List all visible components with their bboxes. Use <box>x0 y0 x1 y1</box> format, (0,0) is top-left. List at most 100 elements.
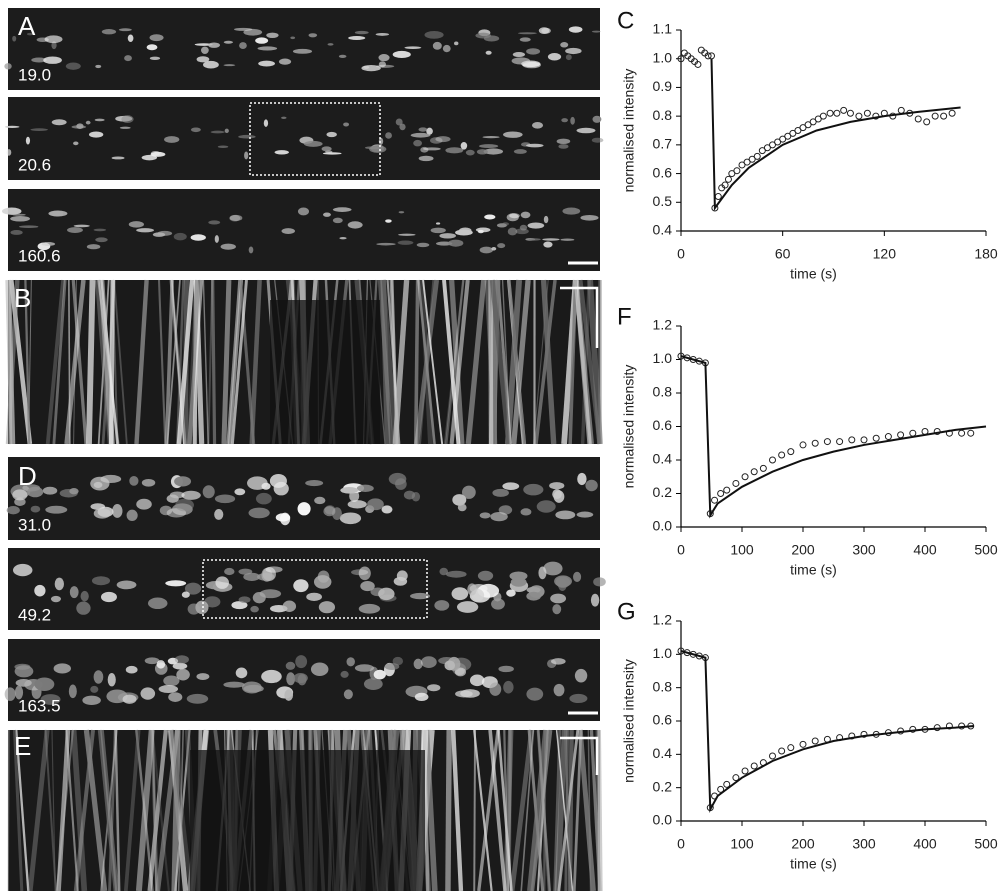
data-point <box>769 752 776 760</box>
texture <box>214 494 236 504</box>
data-point <box>741 473 749 481</box>
texture <box>40 694 61 705</box>
texture <box>176 279 185 445</box>
y-tick-label: 0.0 <box>653 518 673 534</box>
texture <box>230 279 248 445</box>
texture <box>93 228 107 232</box>
texture <box>477 570 494 581</box>
texture <box>547 52 562 61</box>
texture <box>485 50 492 55</box>
texture <box>423 729 430 891</box>
texture <box>127 34 134 43</box>
texture <box>378 587 395 601</box>
texture <box>398 211 405 214</box>
texture <box>490 511 508 522</box>
texture <box>113 279 128 445</box>
texture <box>125 665 138 674</box>
texture <box>482 136 500 139</box>
texture <box>266 32 279 38</box>
texture <box>378 61 386 68</box>
texture <box>456 601 479 613</box>
texture <box>14 685 24 700</box>
texture <box>50 595 61 603</box>
texture <box>171 729 181 891</box>
texture <box>10 215 30 222</box>
texture <box>414 692 429 702</box>
data-point <box>923 118 931 126</box>
texture <box>534 279 557 445</box>
texture <box>93 670 104 684</box>
texture <box>568 26 583 33</box>
data-point <box>748 155 756 163</box>
data-point <box>897 431 905 439</box>
texture <box>558 144 569 149</box>
texture <box>214 509 224 520</box>
texture <box>576 511 594 518</box>
data-point <box>884 433 892 441</box>
texture <box>177 729 184 891</box>
texture <box>515 228 529 235</box>
texture <box>536 729 551 891</box>
texture <box>223 64 236 67</box>
texture <box>114 729 121 891</box>
texture <box>12 489 28 501</box>
texture <box>392 50 411 58</box>
y-tick-label: 1.1 <box>653 21 673 37</box>
texture <box>445 279 465 445</box>
data-point <box>799 441 807 449</box>
data-point <box>759 464 767 472</box>
texture <box>284 689 294 701</box>
texture <box>538 27 550 35</box>
texture <box>376 242 396 246</box>
texture <box>208 220 221 225</box>
texture <box>122 694 137 704</box>
texture <box>442 44 451 53</box>
texture <box>511 57 531 65</box>
texture <box>591 30 601 33</box>
texture <box>147 597 168 609</box>
texture <box>536 500 556 513</box>
texture <box>354 664 375 672</box>
texture <box>207 279 214 445</box>
texture <box>491 598 505 610</box>
texture <box>397 240 414 245</box>
texture <box>473 729 493 891</box>
texture <box>144 657 160 665</box>
texture <box>196 56 210 63</box>
data-point <box>743 158 751 166</box>
texture <box>156 660 166 669</box>
texture <box>556 138 571 145</box>
texture <box>452 494 467 506</box>
texture <box>420 656 437 669</box>
data-point <box>774 138 782 146</box>
x-tick-label: 400 <box>913 836 937 852</box>
y-tick-label: 0.6 <box>653 417 673 433</box>
data-point <box>787 448 795 456</box>
texture <box>135 729 155 891</box>
data-point <box>860 730 868 738</box>
texture <box>150 729 159 891</box>
texture <box>570 116 575 125</box>
data-point <box>799 740 807 748</box>
data-point <box>769 141 776 149</box>
texture <box>592 115 602 123</box>
texture <box>339 512 362 525</box>
texture <box>6 506 20 515</box>
texture <box>416 242 430 248</box>
texture <box>208 42 220 48</box>
texture <box>573 571 582 583</box>
texture <box>112 504 123 518</box>
texture <box>275 513 291 522</box>
frame-time: 163.5 <box>18 696 61 715</box>
texture <box>543 561 563 576</box>
texture <box>91 576 111 586</box>
texture <box>348 35 366 41</box>
texture <box>404 46 422 50</box>
texture <box>323 506 336 517</box>
texture <box>151 729 158 891</box>
data-point <box>787 744 795 752</box>
texture <box>101 29 117 35</box>
texture <box>166 494 179 503</box>
data-point <box>677 55 685 63</box>
texture <box>576 127 596 134</box>
